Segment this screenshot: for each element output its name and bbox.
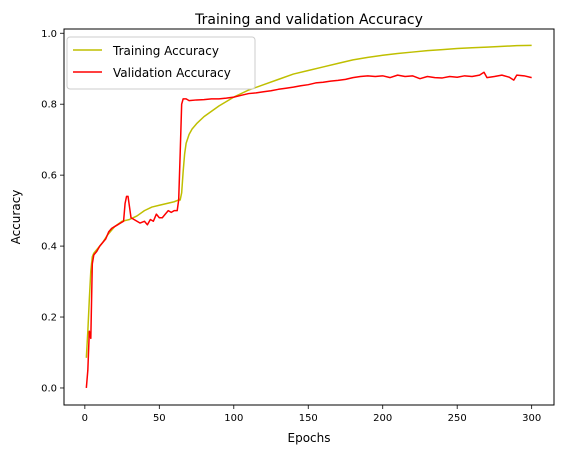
x-tick-label: 100 [224, 413, 243, 424]
series-lines [85, 44, 532, 389]
plot-frame [63, 28, 555, 406]
x-tick-label: 200 [373, 413, 392, 424]
legend-label-validation-accuracy: Validation Accuracy [113, 66, 231, 80]
x-tick-label: 0 [82, 413, 88, 424]
y-tick-label: 0.4 [41, 242, 57, 253]
x-tick-label: 50 [153, 413, 166, 424]
x-tick-label: 250 [448, 413, 467, 424]
x-axis-ticks: 0 50 100 150 200 250 300 [82, 405, 541, 424]
y-axis-ticks: 0.0 0.2 0.4 0.6 0.8 1.0 [41, 29, 64, 394]
x-tick-label: 150 [299, 413, 318, 424]
y-tick-label: 0.2 [41, 313, 57, 324]
y-axis-label: Accuracy [9, 190, 23, 245]
legend: Training Accuracy Validation Accuracy [66, 36, 256, 90]
y-tick-label: 0.0 [41, 383, 57, 394]
legend-frame [66, 36, 256, 90]
x-axis-label: Epochs [288, 431, 331, 445]
y-tick-label: 0.6 [41, 171, 57, 182]
chart-title: Training and validation Accuracy [194, 12, 423, 28]
x-tick-label: 300 [522, 413, 541, 424]
legend-label-training-accuracy: Training Accuracy [112, 44, 219, 58]
y-tick-label: 1.0 [41, 29, 57, 40]
series-line-validation-accuracy [85, 71, 532, 389]
y-tick-label: 0.8 [41, 100, 57, 111]
